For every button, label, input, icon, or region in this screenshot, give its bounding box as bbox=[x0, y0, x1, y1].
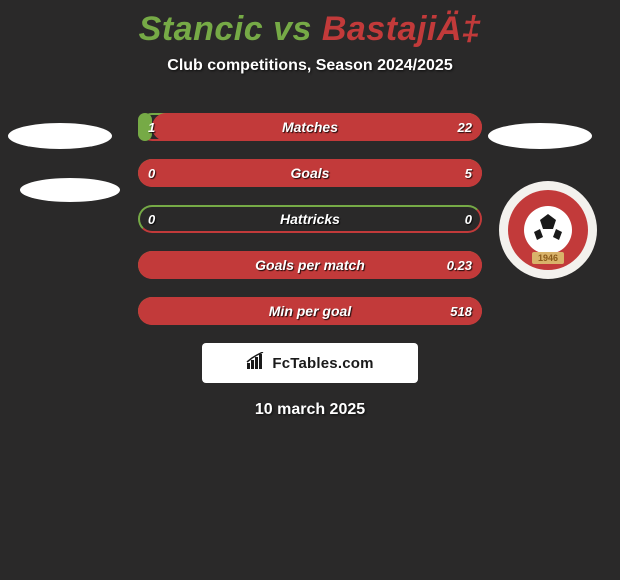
bar-right-fill bbox=[138, 251, 482, 279]
player-right-name: BastajiÄ‡ bbox=[322, 10, 481, 48]
stat-row: 05Goals bbox=[138, 159, 482, 187]
subtitle: Club competitions, Season 2024/2025 bbox=[0, 57, 620, 75]
value-left: 1 bbox=[138, 113, 165, 141]
player-left-name: Stancic bbox=[139, 10, 263, 48]
value-right: 0.23 bbox=[437, 251, 482, 279]
svg-text:1946: 1946 bbox=[538, 253, 558, 263]
value-right: 5 bbox=[455, 159, 482, 187]
value-right: 518 bbox=[440, 297, 482, 325]
club-crest: 1946 bbox=[498, 180, 598, 280]
player-right-placeholder bbox=[488, 123, 592, 149]
stat-row: 518Min per goal bbox=[138, 297, 482, 325]
bar-track bbox=[138, 205, 482, 233]
value-right: 0 bbox=[455, 205, 482, 233]
value-right: 22 bbox=[448, 113, 482, 141]
stat-row: 122Matches bbox=[138, 113, 482, 141]
brand-text: FcTables.com bbox=[272, 355, 373, 372]
chart-icon bbox=[246, 352, 268, 375]
value-left: 0 bbox=[138, 159, 165, 187]
bar-right-fill bbox=[138, 297, 482, 325]
stat-row: 00Hattricks bbox=[138, 205, 482, 233]
brand-badge[interactable]: FcTables.com bbox=[202, 343, 418, 383]
date-label: 10 march 2025 bbox=[0, 401, 620, 419]
bar-right-fill bbox=[152, 113, 482, 141]
player-left-placeholder bbox=[20, 178, 120, 202]
vs-separator: vs bbox=[263, 10, 322, 48]
stat-row: 0.23Goals per match bbox=[138, 251, 482, 279]
bar-right-fill bbox=[138, 159, 482, 187]
player-left-placeholder bbox=[8, 123, 112, 149]
page-title: Stancic vs BastajiÄ‡ bbox=[0, 0, 620, 49]
value-left: 0 bbox=[138, 205, 165, 233]
